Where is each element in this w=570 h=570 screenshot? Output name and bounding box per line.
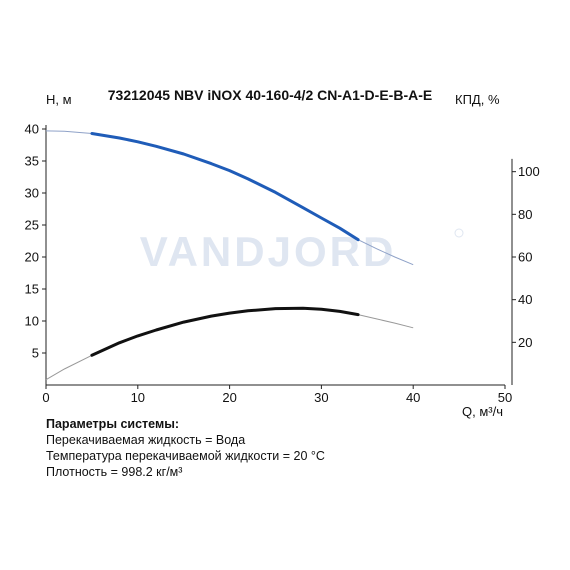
- y-left-tick-label: 20: [25, 250, 39, 265]
- x-axis-label: Q, м³/ч: [462, 404, 503, 419]
- y-right-tick-label: 100: [518, 164, 540, 179]
- y-left-tick-label: 25: [25, 218, 39, 233]
- y-right-tick-label: 80: [518, 207, 532, 222]
- y-right-tick-label: 60: [518, 250, 532, 265]
- head-curve-operating: [90, 132, 360, 242]
- efficiency-curve-operating: [90, 306, 360, 357]
- watermark-logo: VANDJORD: [140, 228, 397, 275]
- y-left-tick-label: 35: [25, 154, 39, 169]
- curves: [45, 130, 414, 381]
- registered-mark-icon: [454, 228, 464, 238]
- y-left-tick-label: 30: [25, 186, 39, 201]
- y-left-tick-label: 5: [32, 346, 39, 361]
- y-left-axis-label: H, м: [46, 92, 72, 107]
- system-parameters-heading: Параметры системы:: [46, 417, 180, 431]
- x-tick-label: 30: [314, 390, 328, 405]
- axes: [42, 125, 516, 389]
- y-left-tick-label: 10: [25, 314, 39, 329]
- x-tick-label: 40: [406, 390, 420, 405]
- param-density: Плотность = 998.2 кг/м³: [46, 465, 183, 479]
- y-right-tick-label: 40: [518, 292, 532, 307]
- param-temperature: Температура перекачиваемой жидкости = 20…: [46, 449, 325, 463]
- x-tick-label: 0: [42, 390, 49, 405]
- chart-title: 73212045 NBV iNOX 40-160-4/2 CN-A1-D-E-B…: [108, 87, 432, 103]
- tick-labels: 0 10 20 30 40 50 5 10 15 20 25 30 35 40 20 40 60 80 100: [25, 122, 540, 406]
- y-right-axis-label: КПД, %: [455, 92, 500, 107]
- efficiency-curve-full: [45, 307, 414, 381]
- system-parameters: Параметры системы: Перекачиваемая жидкос…: [46, 416, 325, 480]
- x-tick-label: 10: [131, 390, 145, 405]
- y-left-tick-label: 15: [25, 282, 39, 297]
- param-liquid: Перекачиваемая жидкость = Вода: [46, 433, 246, 447]
- x-tick-label: 20: [222, 390, 236, 405]
- x-tick-label: 50: [498, 390, 512, 405]
- y-right-tick-label: 20: [518, 335, 532, 350]
- y-left-tick-label: 40: [25, 122, 39, 137]
